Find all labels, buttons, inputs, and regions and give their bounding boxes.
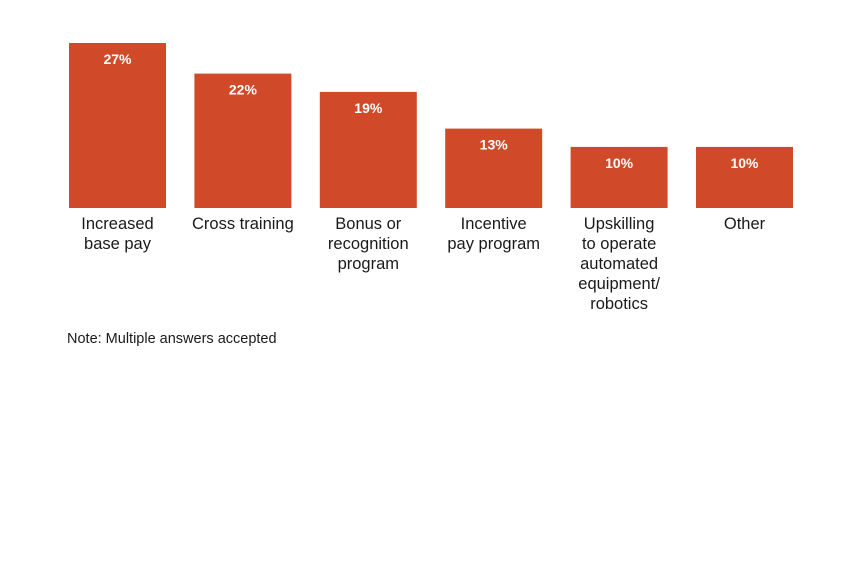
category-label-2: Bonus or recognition program [327, 215, 409, 273]
category-label-4: Upskilling to operate automated equipmen… [578, 215, 660, 313]
bar-1 [194, 73, 292, 208]
bar-value-label-3: 13% [480, 137, 509, 153]
bar-2 [319, 91, 417, 208]
bar-0 [69, 43, 166, 208]
bar-5 [696, 146, 793, 208]
category-label-0: Increased base pay [81, 215, 154, 253]
chart-note: Note: Multiple answers accepted [67, 331, 277, 347]
bar-value-label-0: 27% [103, 51, 132, 67]
bar-4 [570, 146, 668, 208]
bar-value-label-1: 22% [229, 82, 258, 98]
bar-value-label-2: 19% [354, 100, 383, 116]
category-label-1: Cross training [191, 215, 294, 233]
bar-3 [445, 128, 543, 208]
category-label-3: Incentive pay program [447, 215, 540, 253]
category-label-5: Other [723, 215, 766, 233]
bar-value-label-5: 10% [730, 155, 759, 171]
bar-value-label-4: 10% [605, 155, 634, 171]
